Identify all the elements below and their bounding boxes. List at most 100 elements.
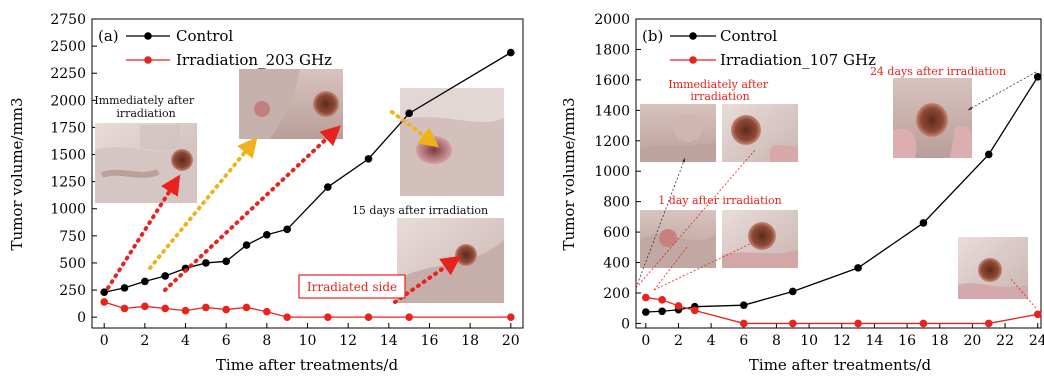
y-axis-label-b: Tumor volume/mm3 (560, 98, 578, 251)
x-tick-label: 22 (996, 333, 1014, 349)
data-point-irradiation (141, 302, 149, 311)
y-tick-label: 400 (603, 256, 630, 272)
data-point-irradiation (263, 307, 271, 316)
annotation-irradiated-side-a: Irradiated side (307, 280, 397, 294)
data-point-control (202, 259, 210, 267)
data-point-irradiation (788, 319, 797, 328)
x-axis-ticks-a: 0 2 4 6 8 10 12 14 16 18 20 (100, 323, 520, 349)
annotation-immediately-a: Immediately after irradiation (94, 94, 197, 120)
photo-day1-2-b (722, 210, 798, 268)
x-tick-label: 6 (739, 333, 748, 349)
series-layer-b (641, 73, 1042, 328)
data-point-control (222, 257, 230, 266)
x-tick-label: 2 (674, 333, 683, 349)
data-point-control (984, 150, 993, 159)
data-point-irradiation (202, 303, 210, 312)
x-tick-label: 18 (931, 333, 949, 349)
y-tick-label: 750 (59, 229, 86, 245)
photo-immediately-1-b (640, 104, 716, 162)
x-tick-label: 6 (222, 333, 231, 349)
data-point-irradiation (984, 319, 993, 328)
data-point-irradiation (674, 302, 683, 310)
y-tick-label: 1250 (50, 175, 86, 191)
y-tick-label: 1750 (50, 120, 86, 136)
data-point-irradiation (324, 313, 332, 321)
y-tick-label: 200 (603, 286, 630, 302)
x-tick-label: 16 (421, 333, 439, 349)
y-tick-label: 1000 (594, 164, 630, 180)
data-point-control (739, 301, 748, 309)
x-tick-label: 10 (800, 333, 818, 349)
y-tick-label: 2750 (50, 12, 86, 28)
data-point-control (919, 219, 928, 227)
annotation-immediately-b: Immediately after irradiation (668, 78, 771, 103)
legend-label-control-a: Control (176, 27, 233, 45)
x-tick-label: 8 (262, 333, 271, 349)
series-line-control (645, 76, 1039, 313)
x-tick-label: 12 (339, 333, 357, 349)
irradiated-side-box (298, 274, 406, 299)
plot-frame-b (635, 18, 1042, 329)
data-point-control (1033, 73, 1042, 81)
y-tick-label: 2500 (50, 39, 86, 55)
data-point-control (283, 225, 291, 234)
photo-day24-b (893, 78, 972, 158)
x-axis-label-a: Time after treatments/d (216, 356, 399, 374)
pointer-lines-b (635, 71, 1037, 309)
arrow-red-2-a (163, 125, 341, 292)
y-tick-label: 1200 (594, 134, 630, 150)
data-point-control (324, 183, 332, 191)
y-tick-label: 1800 (594, 42, 630, 58)
x-tick-label: 24 (1029, 333, 1044, 349)
y-axis-ticks-b: 0 200 400 600 800 1000 1200 1400 1600 1800 2000 (594, 12, 641, 332)
photo-immediately-a (95, 123, 197, 203)
panel-label-a: (a) (98, 27, 119, 45)
y-tick-label: 1400 (594, 103, 630, 119)
annotation-day1-b: 1 day after irradiation (658, 194, 781, 207)
data-point-irradiation (690, 306, 699, 315)
panel-label-b: (b) (642, 27, 663, 45)
x-tick-label: 20 (502, 333, 520, 349)
panel-b: 0 200 400 600 800 1000 1200 1400 1600 1800 2000 0 2… (560, 12, 1044, 374)
legend-label-control-b: Control (720, 27, 777, 45)
legend-marker-control-a (144, 32, 152, 40)
y-tick-label: 2000 (50, 93, 86, 109)
data-point-irradiation (1033, 310, 1042, 319)
annotation-15days-a: 15 days after irradiation (352, 204, 488, 217)
photo-immediately-2-b (722, 104, 798, 162)
x-tick-label: 8 (772, 333, 781, 349)
legend-b: (b) Control Irradiation_107 GHz (642, 27, 876, 69)
x-tick-label: 2 (140, 333, 149, 349)
data-point-irradiation (100, 298, 108, 306)
photo-day1-1-b (640, 210, 716, 268)
data-point-control (405, 109, 413, 118)
data-point-control (100, 288, 108, 297)
y-tick-label: 1600 (594, 73, 630, 89)
y-tick-label: 1000 (50, 202, 86, 218)
legend-label-irradiation-a: Irradiation_203 GHz (176, 51, 332, 69)
y-tick-label: 2250 (50, 66, 86, 82)
data-point-irradiation (658, 296, 666, 304)
data-point-control (507, 48, 515, 57)
data-point-irradiation (507, 313, 515, 321)
arrow-yellow-1-a (148, 136, 258, 270)
data-point-irradiation (242, 303, 251, 312)
photo-day2-a (239, 69, 343, 139)
x-tick-label: 14 (866, 333, 884, 349)
data-point-irradiation (739, 319, 748, 328)
data-point-control (120, 284, 129, 292)
y-axis-ticks-a: 0 250 500 750 1000 1250 1500 1750 2000 2250 2500 27… (50, 12, 97, 326)
data-point-irradiation (283, 313, 291, 321)
data-point-control (141, 277, 149, 286)
y-tick-label: 800 (603, 195, 630, 211)
x-tick-label: 14 (380, 333, 398, 349)
x-tick-label: 10 (299, 333, 317, 349)
x-tick-label: 4 (707, 333, 716, 349)
y-tick-label: 250 (59, 283, 86, 299)
data-point-irradiation (405, 313, 413, 321)
data-point-irradiation (919, 319, 928, 328)
x-axis-ticks-b: 0 2 4 6 8 10 12 14 16 18 20 22 24 (641, 323, 1044, 349)
data-point-irradiation (641, 293, 650, 302)
x-tick-label: 0 (100, 333, 109, 349)
